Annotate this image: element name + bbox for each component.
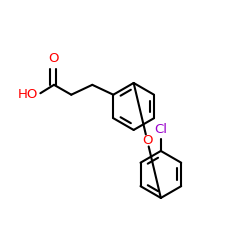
Text: O: O bbox=[142, 134, 152, 147]
Text: O: O bbox=[49, 52, 59, 65]
Text: Cl: Cl bbox=[154, 123, 167, 136]
Text: HO: HO bbox=[18, 88, 38, 101]
